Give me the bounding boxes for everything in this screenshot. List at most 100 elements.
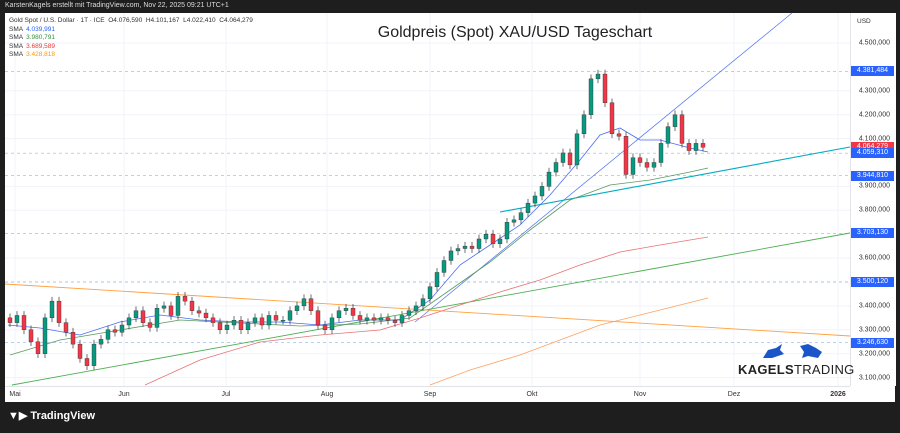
candle [630,153,636,179]
currency-label: USD [857,18,871,25]
candle [56,296,62,327]
candle [623,131,629,179]
candle [658,139,664,167]
candle [315,306,321,330]
price-label: 4.059,310 [851,148,894,159]
candle [406,306,412,320]
tradingview-logo[interactable]: ▼▶ TradingView [8,410,96,422]
candle [546,167,552,191]
price-tick: 4.200,000 [858,111,890,119]
candle [196,306,202,318]
candle [210,313,216,327]
candle [700,139,706,152]
candle [238,315,244,335]
candle [672,110,678,131]
teal-trendline [499,146,851,213]
price-tick: 4.500,000 [858,39,890,47]
candle [420,294,426,311]
price-tick: 3.600,000 [858,254,890,262]
candle [476,234,482,253]
candle [567,148,573,170]
candle [28,325,34,347]
candle [399,311,405,327]
candle [581,110,587,139]
time-tick: Jul [221,391,231,398]
sma-legend-1: SMA 4.039,991 [9,25,56,33]
time-tick: 2026 [830,391,846,398]
candle [441,256,447,277]
candle [35,337,41,359]
candle [42,313,48,359]
price-tick: 3.800,000 [858,206,890,214]
legend: Gold Spot / U.S. Dollar · 1T · ICE O4.07… [9,17,253,60]
candle [21,311,27,335]
candle [126,313,132,330]
candle [14,311,20,327]
candle [560,148,566,167]
candle [385,313,391,325]
candle [574,129,580,170]
candle [378,313,384,325]
candle [532,191,538,208]
time-tick: Sep [423,391,437,398]
candle [182,292,188,306]
candle [392,315,398,327]
time-tick: Nov [633,391,647,398]
chart-attribution: KarstenKagels erstellt mit TradingView.c… [5,2,229,9]
candle [231,315,237,330]
candle [357,311,363,325]
time-tick: Mai [9,391,21,398]
candle [91,339,97,370]
candle [539,182,545,201]
horizontal-levels [5,70,850,343]
candle [518,208,524,225]
candle [588,74,594,120]
candle [448,246,454,265]
time-tick: Jun [118,391,130,398]
candle [602,69,608,108]
sma-legend-3: SMA 3.689,589 [9,42,56,50]
candle [350,303,356,320]
time-axis[interactable] [5,386,850,403]
price-label: 4.064,279 [851,142,894,153]
candle [273,311,279,325]
price-tick: 3.900,000 [858,182,890,190]
candle [462,241,468,253]
symbol-info: Gold Spot / U.S. Dollar · 1T · ICE [9,17,105,24]
candle [287,306,293,325]
green-trendline [11,232,851,386]
ohlc-high: H4.101,167 [145,17,180,24]
sma-legend-2: SMA 3.980,791 [9,34,56,41]
price-label: 3.246,630 [851,337,894,348]
candle [77,339,83,363]
candle [665,122,671,148]
tv-icon: ▼▶ [8,410,28,422]
ohlc-close: C4.064,279 [219,17,253,24]
candle [413,301,419,315]
candle [259,313,265,330]
kagels-trading-logo: KAGELSTRADING [738,344,855,377]
candle [497,234,503,249]
candle [49,296,55,323]
candle [483,229,489,244]
chart-area[interactable] [5,13,895,402]
chart-title: Goldpreis (Spot) XAU/USD Tageschart [377,24,653,41]
blue-trendline [414,12,793,323]
candle [511,215,517,227]
candle [63,318,69,337]
candle [595,69,601,84]
candles [7,69,706,370]
candle [7,313,13,327]
candle [336,306,342,323]
sma-blue [7,127,709,336]
candle [168,301,174,320]
time-tick: Dez [727,391,741,398]
candle [154,303,160,332]
price-label: 3.703,130 [851,228,894,239]
candle [84,354,90,370]
candle [280,315,286,325]
candle [651,158,657,172]
price-tick: 4.300,000 [858,87,890,95]
price-label: 4.381,484 [851,66,894,77]
